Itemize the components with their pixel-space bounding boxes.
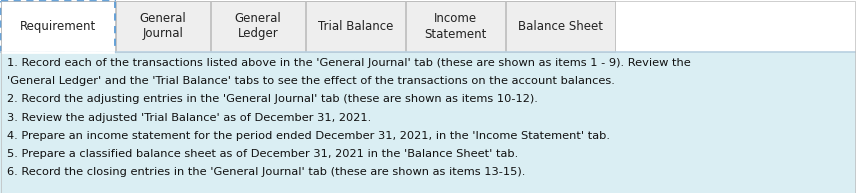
Text: 3. Review the adjusted 'Trial Balance' as of December 31, 2021.: 3. Review the adjusted 'Trial Balance' a… — [7, 113, 372, 123]
Bar — [506, 1, 615, 52]
Text: 2. Record the adjusting entries in the 'General Journal' tab (these are shown as: 2. Record the adjusting entries in the '… — [7, 95, 538, 104]
Text: 1. Record each of the transactions listed above in the 'General Journal' tab (th: 1. Record each of the transactions liste… — [7, 58, 691, 68]
Text: 5. Prepare a classified balance sheet as of December 31, 2021 in the 'Balance Sh: 5. Prepare a classified balance sheet as… — [7, 149, 518, 159]
Text: Balance Sheet: Balance Sheet — [518, 20, 603, 33]
Text: Trial Balance: Trial Balance — [318, 20, 393, 33]
Bar — [116, 1, 210, 52]
Text: Income
Statement: Income Statement — [425, 13, 487, 41]
Text: Requirement: Requirement — [20, 20, 96, 33]
Text: General
Journal: General Journal — [140, 13, 187, 41]
Bar — [0, 52, 856, 193]
Bar — [406, 1, 505, 52]
Bar — [306, 1, 405, 52]
Text: 4. Prepare an income statement for the period ended December 31, 2021, in the 'I: 4. Prepare an income statement for the p… — [7, 131, 610, 141]
Bar — [1, 1, 115, 52]
Text: 'General Ledger' and the 'Trial Balance' tabs to see the effect of the transacti: 'General Ledger' and the 'Trial Balance'… — [7, 76, 615, 86]
Bar — [1, 1, 115, 52]
Text: 6. Record the closing entries in the 'General Journal' tab (these are shown as i: 6. Record the closing entries in the 'Ge… — [7, 167, 526, 177]
Bar — [211, 1, 305, 52]
Text: General
Ledger: General Ledger — [235, 13, 282, 41]
